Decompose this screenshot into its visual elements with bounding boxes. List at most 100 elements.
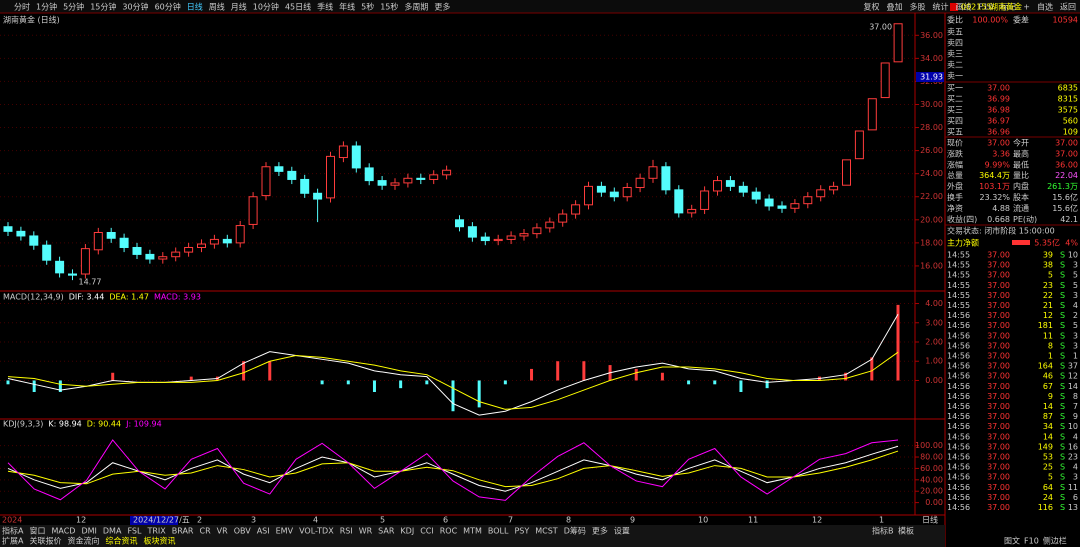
indicator-tab[interactable]: CR bbox=[200, 527, 212, 536]
dea-line bbox=[7, 351, 899, 410]
period-tab[interactable]: 周线 bbox=[209, 2, 225, 12]
tool-button[interactable]: 多股 bbox=[910, 2, 926, 12]
stat-value: 364.4万 bbox=[979, 171, 1010, 180]
period-tab[interactable]: 年线 bbox=[339, 2, 355, 12]
tick-side: S bbox=[1060, 442, 1065, 451]
indicator-tab[interactable]: 设置 bbox=[614, 526, 630, 536]
indicator-tab[interactable]: CCI bbox=[420, 527, 434, 536]
indicator-tab[interactable]: MTM bbox=[463, 527, 482, 536]
indicator-tab[interactable]: VOL-TDX bbox=[299, 527, 334, 536]
candle-body bbox=[377, 180, 387, 186]
indicator-tab[interactable]: 模板 bbox=[898, 526, 914, 536]
indicator-tab[interactable]: WR bbox=[359, 527, 373, 536]
j-line bbox=[7, 439, 899, 501]
indicator-tab[interactable]: ROC bbox=[440, 527, 458, 536]
tool-button[interactable]: + bbox=[1023, 3, 1030, 12]
tick-side: S bbox=[1060, 483, 1065, 492]
tick-volume: 38 bbox=[1043, 261, 1053, 270]
indicator-tab[interactable]: EMV bbox=[276, 527, 294, 536]
stat-value: 37.00 bbox=[1055, 139, 1078, 148]
period-tab[interactable]: 45日线 bbox=[285, 2, 311, 12]
tool-button[interactable]: 统计 bbox=[933, 2, 949, 12]
indicator-legend: K: 98.94 bbox=[48, 420, 81, 429]
stat-label: 现价 bbox=[947, 139, 963, 148]
candle-body bbox=[29, 235, 39, 246]
indicator-tab[interactable]: 更多 bbox=[592, 526, 608, 536]
indicator-legend: J: 109.94 bbox=[125, 420, 162, 429]
tool-button[interactable]: 标记 bbox=[1000, 2, 1016, 12]
bid-label: 买五 bbox=[947, 128, 963, 137]
period-tab[interactable]: 15秒 bbox=[380, 2, 398, 12]
indicator-tab[interactable]: SAR bbox=[378, 527, 395, 536]
candle-body bbox=[68, 273, 77, 276]
status-button[interactable]: 图文 bbox=[1004, 536, 1020, 546]
indicator-tab[interactable]: DMI bbox=[81, 527, 96, 536]
row-label: 委差 bbox=[1013, 15, 1029, 25]
indicator-tab[interactable]: 指标A bbox=[2, 526, 24, 536]
y-tick-label: 3.00 bbox=[925, 318, 943, 327]
period-tab[interactable]: 1分钟 bbox=[36, 2, 57, 12]
indicator-tab[interactable]: PSY bbox=[514, 527, 529, 536]
period-tab[interactable]: 日线 bbox=[187, 2, 203, 12]
tool-button[interactable]: 自选 bbox=[1037, 2, 1053, 12]
indicator-tab[interactable]: KDJ bbox=[400, 527, 414, 536]
indicator-tab[interactable]: D筹码 bbox=[564, 526, 586, 536]
indicator-tab[interactable]: 窗口 bbox=[29, 526, 45, 536]
candle-body bbox=[442, 169, 452, 176]
indicator-tab[interactable]: ASI bbox=[257, 527, 270, 536]
period-label: 日线 bbox=[922, 515, 938, 525]
stat-value: 36.00 bbox=[1055, 160, 1078, 169]
period-tab[interactable]: 季线 bbox=[317, 2, 333, 12]
stock-icon bbox=[950, 3, 958, 11]
y-tick-label: 16.00 bbox=[920, 261, 943, 270]
tick-price: 37.00 bbox=[987, 483, 1010, 492]
period-tab[interactable]: 5分钟 bbox=[63, 2, 84, 12]
stat-value: 103.1万 bbox=[979, 182, 1010, 191]
indicator-tab[interactable]: BOLL bbox=[488, 527, 509, 536]
period-tab[interactable]: 分时 bbox=[14, 2, 30, 12]
x-axis-label: 11 bbox=[748, 516, 758, 525]
period-tab[interactable]: 更多 bbox=[434, 2, 450, 12]
candle-body bbox=[403, 177, 413, 184]
candle-body bbox=[222, 238, 232, 244]
period-tab[interactable]: 30分钟 bbox=[122, 2, 148, 12]
indicator-tab[interactable]: VR bbox=[217, 527, 228, 536]
tool-button[interactable]: 复权 bbox=[864, 2, 880, 12]
indicator-tab[interactable]: 指标B bbox=[872, 526, 894, 536]
info-tab[interactable]: 扩展A bbox=[2, 536, 24, 546]
y-tick-label: 60.00 bbox=[920, 464, 943, 473]
tool-button[interactable]: 叠加 bbox=[887, 2, 903, 12]
tick-volume: 116 bbox=[1038, 503, 1053, 512]
row-label: 委比 bbox=[947, 15, 963, 25]
tick-count: 8 bbox=[1073, 392, 1078, 401]
indicator-tab[interactable]: DMA bbox=[103, 527, 122, 536]
info-tab[interactable]: 关联报价 bbox=[29, 536, 61, 546]
indicator-tab[interactable]: TRIX bbox=[146, 527, 166, 536]
indicator-tab[interactable]: RSI bbox=[340, 527, 353, 536]
tick-volume: 8 bbox=[1048, 341, 1053, 350]
period-tab[interactable]: 15分钟 bbox=[90, 2, 116, 12]
period-tab[interactable]: 60分钟 bbox=[155, 2, 181, 12]
period-tab[interactable]: 月线 bbox=[231, 2, 247, 12]
indicator-tab[interactable]: FSL bbox=[127, 527, 142, 536]
indicator-tab[interactable]: MCST bbox=[535, 527, 558, 536]
tick-side: S bbox=[1060, 463, 1065, 472]
period-tab[interactable]: 5秒 bbox=[361, 2, 374, 12]
period-tab[interactable]: 10分钟 bbox=[253, 2, 279, 12]
ask-label: 卖一 bbox=[947, 72, 963, 81]
info-tab[interactable]: 资金流向 bbox=[67, 536, 99, 546]
tool-button[interactable]: 画线 bbox=[956, 2, 972, 12]
indicator-tab[interactable]: OBV bbox=[234, 527, 252, 536]
tool-button[interactable]: 返回 bbox=[1060, 3, 1076, 12]
stat-value: 4.88 bbox=[992, 204, 1010, 213]
period-tab[interactable]: 多周期 bbox=[404, 2, 428, 12]
stat-label: 涨幅 bbox=[947, 159, 963, 169]
y-tick-label: 26.00 bbox=[920, 146, 943, 155]
indicator-tab[interactable]: MACD bbox=[51, 527, 75, 536]
info-tab[interactable]: 板块资讯 bbox=[143, 536, 175, 546]
status-button[interactable]: 侧边栏 bbox=[1043, 536, 1067, 546]
status-button[interactable]: F10 bbox=[1024, 537, 1039, 546]
tool-button[interactable]: F10 bbox=[979, 3, 994, 12]
info-tab[interactable]: 综合资讯 bbox=[105, 536, 137, 546]
indicator-tab[interactable]: BRAR bbox=[172, 527, 194, 536]
